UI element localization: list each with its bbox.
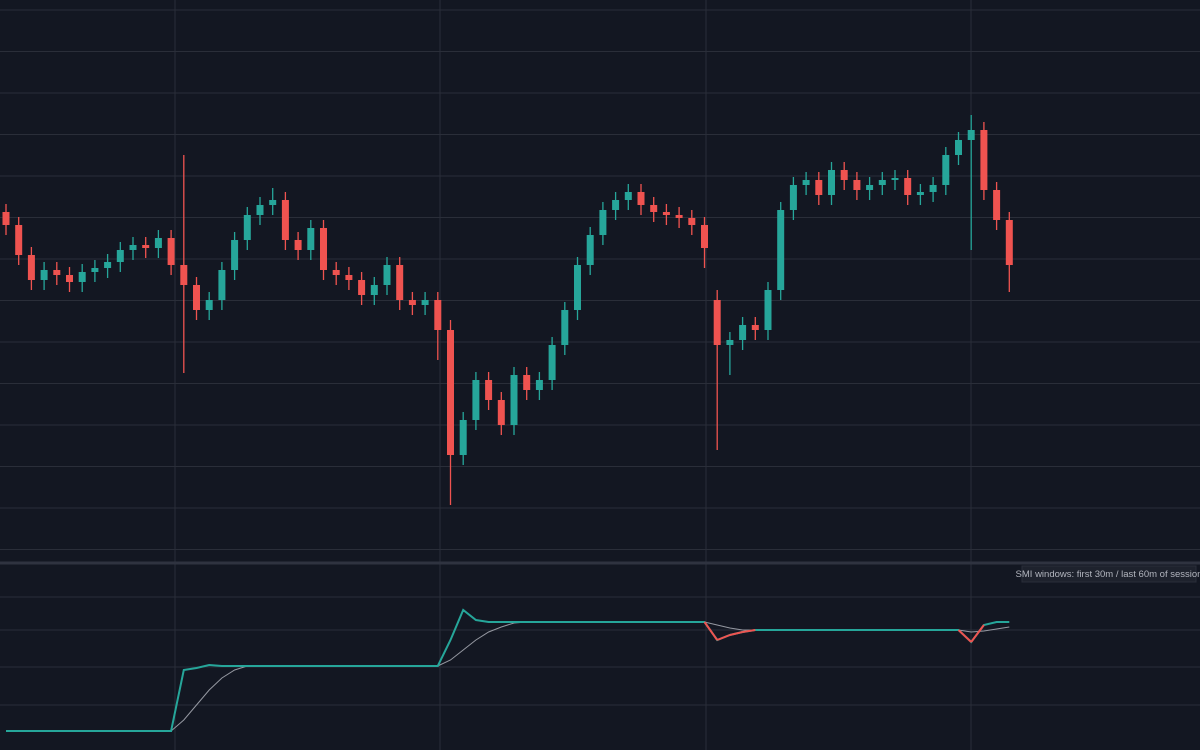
candle-body bbox=[193, 285, 200, 310]
candle-body bbox=[421, 300, 429, 305]
candle-body bbox=[713, 300, 721, 345]
candle-body bbox=[459, 420, 467, 455]
candle-body bbox=[383, 265, 391, 285]
candle-body bbox=[904, 178, 912, 195]
candle-body bbox=[243, 215, 251, 240]
smi-down-segment bbox=[957, 629, 972, 643]
candle-body bbox=[548, 345, 556, 380]
annotation: SMI windows: first 30m / last 60m of ses… bbox=[1016, 569, 1200, 580]
candle-body bbox=[218, 270, 226, 300]
smi-down-segment bbox=[970, 624, 985, 643]
candle-body bbox=[116, 250, 124, 262]
candle-body bbox=[510, 375, 518, 425]
candle-body bbox=[396, 265, 404, 300]
candle-body bbox=[269, 200, 277, 205]
smi-down-segment bbox=[742, 629, 756, 633]
candle-body bbox=[332, 270, 340, 275]
candle-body bbox=[1005, 220, 1013, 265]
candle-body bbox=[637, 192, 645, 205]
candle-body bbox=[27, 255, 35, 280]
candle-body bbox=[866, 185, 874, 190]
candle-body bbox=[104, 262, 112, 268]
candle-body bbox=[650, 205, 658, 212]
candle-body bbox=[447, 330, 454, 455]
candle-body bbox=[815, 180, 823, 195]
candle-body bbox=[472, 380, 480, 420]
candle-body bbox=[789, 185, 797, 210]
annotation-box bbox=[1021, 565, 1197, 583]
candle-body bbox=[320, 228, 327, 270]
candle-body bbox=[205, 300, 213, 310]
candle-body bbox=[980, 130, 988, 190]
candle-body bbox=[40, 270, 48, 280]
candle-body bbox=[408, 300, 416, 305]
candle-body bbox=[726, 340, 734, 345]
candle-body bbox=[955, 140, 962, 155]
candle-body bbox=[612, 200, 620, 210]
candle-body bbox=[701, 225, 708, 248]
candle-body bbox=[891, 178, 899, 180]
candle-body bbox=[15, 225, 23, 255]
candle-body bbox=[535, 380, 543, 390]
candle-body bbox=[878, 180, 886, 185]
candle-body bbox=[434, 300, 442, 330]
smi-down-segment bbox=[703, 621, 719, 641]
candle-body bbox=[853, 180, 861, 190]
candle-body bbox=[967, 130, 975, 140]
candle-body bbox=[599, 210, 607, 235]
candle-body bbox=[231, 240, 239, 270]
candle-body bbox=[777, 210, 785, 290]
smi-line bbox=[6, 608, 1010, 732]
candle-body bbox=[53, 270, 61, 275]
candle-body bbox=[764, 290, 772, 330]
candle-body bbox=[586, 235, 594, 265]
candle-body bbox=[624, 192, 632, 200]
candle-body bbox=[281, 200, 289, 240]
candle-body bbox=[180, 265, 188, 285]
candle-body bbox=[167, 238, 175, 265]
candle-body bbox=[916, 192, 924, 195]
candle-body bbox=[574, 265, 581, 310]
candle-body bbox=[802, 180, 810, 185]
smi-down-segment bbox=[729, 631, 743, 636]
candle-body bbox=[929, 185, 937, 192]
candle-body bbox=[739, 325, 747, 340]
candle-body bbox=[256, 205, 264, 215]
candle-body bbox=[751, 325, 759, 330]
candle-body bbox=[688, 218, 696, 225]
candle-body bbox=[942, 155, 950, 185]
candle-body bbox=[91, 268, 99, 272]
candle-body bbox=[2, 212, 10, 225]
candle-body bbox=[993, 190, 1001, 220]
candle-body bbox=[129, 245, 137, 250]
candle-body bbox=[358, 280, 366, 295]
candle-body bbox=[142, 245, 150, 248]
candle-body bbox=[78, 272, 86, 282]
candle-body bbox=[370, 285, 378, 295]
candle-body bbox=[828, 170, 835, 195]
smi-down-segment bbox=[716, 634, 731, 641]
candle-body bbox=[485, 380, 493, 400]
candle-body bbox=[307, 228, 315, 250]
candle-body bbox=[662, 212, 670, 215]
candle-body bbox=[561, 310, 569, 345]
candle-body bbox=[497, 400, 505, 425]
candle-body bbox=[675, 215, 683, 218]
candle-body bbox=[66, 275, 73, 282]
candle-body bbox=[345, 275, 353, 280]
candle-body bbox=[294, 240, 302, 250]
candle-body bbox=[154, 238, 162, 248]
candle-body bbox=[523, 375, 531, 390]
candle-body bbox=[840, 170, 848, 180]
